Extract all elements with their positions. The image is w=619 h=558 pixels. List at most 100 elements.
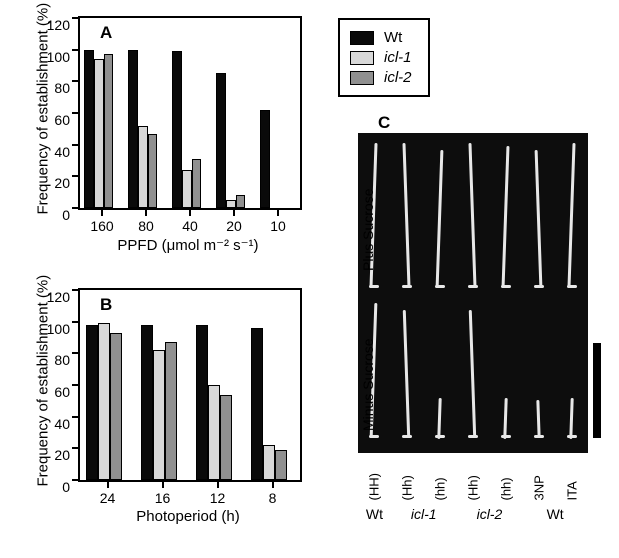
x-tick-label: 16 bbox=[155, 490, 171, 506]
seedling-root bbox=[534, 435, 544, 438]
y-tick-label: 100 bbox=[40, 49, 70, 65]
seedling bbox=[534, 150, 542, 288]
x-tick-mark bbox=[217, 480, 219, 488]
legend-label: icl-1 bbox=[384, 49, 412, 66]
panel-c-col-label: (hh) bbox=[433, 461, 448, 501]
bar-icl1 bbox=[263, 445, 275, 480]
seedling bbox=[536, 400, 540, 438]
bar-Wt bbox=[251, 328, 263, 480]
legend-row: Wt bbox=[350, 29, 412, 46]
x-tick-mark bbox=[162, 480, 164, 488]
y-tick-mark bbox=[72, 416, 80, 418]
seedling bbox=[437, 397, 441, 438]
seedling bbox=[469, 310, 476, 438]
y-tick-mark bbox=[72, 447, 80, 449]
y-tick-mark bbox=[72, 321, 80, 323]
chart-b: Frequency of establishment (%) B 0204060… bbox=[78, 288, 302, 482]
seedling bbox=[403, 310, 410, 438]
bar-icl1 bbox=[182, 170, 192, 208]
y-tick-mark bbox=[72, 17, 80, 19]
y-tick-label: 20 bbox=[40, 175, 70, 191]
bar-Wt bbox=[86, 325, 98, 480]
bar-icl2 bbox=[110, 333, 122, 480]
x-tick-label: 160 bbox=[90, 218, 113, 234]
bar-icl1 bbox=[98, 323, 110, 480]
panel-c-col-label: (HH) bbox=[367, 461, 382, 501]
chart-b-plot-area: B 0204060801001202416128 bbox=[78, 288, 302, 482]
y-tick-label: 80 bbox=[40, 80, 70, 96]
y-tick-label: 100 bbox=[40, 321, 70, 337]
seedling-root bbox=[468, 285, 478, 288]
chart-b-panel-label: B bbox=[100, 295, 112, 315]
y-tick-mark bbox=[72, 384, 80, 386]
legend-swatch bbox=[350, 71, 374, 85]
x-tick-mark bbox=[101, 208, 103, 216]
y-tick-label: 60 bbox=[40, 384, 70, 400]
bar-icl2 bbox=[220, 395, 232, 481]
y-tick-label: 20 bbox=[40, 447, 70, 463]
panel-c-row-minus: Minus Sucrose bbox=[360, 311, 376, 431]
chart-c-panel-label: C bbox=[378, 113, 390, 133]
bar-icl1 bbox=[226, 200, 236, 208]
panel-c-col-label: (hh) bbox=[498, 461, 513, 501]
y-tick-mark bbox=[72, 352, 80, 354]
seedling-root bbox=[501, 285, 511, 288]
seedling-root bbox=[567, 435, 577, 438]
y-tick-label: 40 bbox=[40, 416, 70, 432]
bar-icl2 bbox=[192, 159, 202, 208]
y-tick-mark bbox=[72, 112, 80, 114]
x-tick-label: 10 bbox=[270, 218, 286, 234]
x-tick-label: 8 bbox=[269, 490, 277, 506]
seedling-root bbox=[369, 285, 379, 288]
bar-icl1 bbox=[208, 385, 220, 480]
chart-a-plot-area: A 02040608010012016080402010 bbox=[78, 16, 302, 210]
y-tick-label: 120 bbox=[40, 289, 70, 305]
legend-swatch bbox=[350, 31, 374, 45]
seedling-root bbox=[369, 435, 379, 438]
bar-icl2 bbox=[165, 342, 177, 480]
chart-b-xlabel: Photoperiod (h) bbox=[78, 508, 298, 525]
bar-icl2 bbox=[104, 54, 114, 208]
y-tick-mark bbox=[72, 80, 80, 82]
panel-c-scale-bar bbox=[593, 343, 601, 438]
seedling-root bbox=[435, 285, 445, 288]
x-tick-mark bbox=[277, 208, 279, 216]
y-tick-label: 80 bbox=[40, 352, 70, 368]
y-tick-mark bbox=[72, 144, 80, 146]
bar-Wt bbox=[84, 50, 94, 208]
y-tick-label: 0 bbox=[40, 207, 70, 223]
panel-c-group-label: icl-2 bbox=[457, 506, 523, 522]
y-tick-mark bbox=[72, 479, 80, 481]
panel-c-col-label: (Hh) bbox=[400, 461, 415, 501]
x-tick-label: 12 bbox=[210, 490, 226, 506]
panel-c-row-plus: Plus Sucrose bbox=[360, 151, 376, 271]
panel-c-group-label: icl-1 bbox=[391, 506, 457, 522]
seedling-root bbox=[534, 285, 544, 288]
seedling bbox=[468, 143, 476, 288]
chart-a-xlabel: PPFD (μmol m⁻² s⁻¹) bbox=[78, 236, 298, 254]
seedling bbox=[501, 146, 509, 288]
panel-c-col-label: (Hh) bbox=[466, 461, 481, 501]
seedling-root bbox=[468, 435, 478, 438]
bar-icl2 bbox=[236, 195, 246, 208]
bar-Wt bbox=[260, 110, 270, 208]
seedling-root bbox=[402, 435, 412, 438]
panel-c-col-label: ITA bbox=[564, 461, 579, 501]
seedling bbox=[567, 143, 575, 288]
legend-swatch bbox=[350, 51, 374, 65]
legend-label: Wt bbox=[384, 29, 402, 46]
bar-Wt bbox=[141, 325, 153, 480]
chart-a-panel-label: A bbox=[100, 23, 112, 43]
x-tick-mark bbox=[145, 208, 147, 216]
y-tick-mark bbox=[72, 289, 80, 291]
x-tick-mark bbox=[233, 208, 235, 216]
y-tick-label: 0 bbox=[40, 479, 70, 495]
bar-icl1 bbox=[138, 126, 148, 208]
x-tick-mark bbox=[189, 208, 191, 216]
seedling bbox=[569, 397, 573, 438]
seedling bbox=[436, 150, 444, 288]
bar-Wt bbox=[216, 73, 226, 208]
y-tick-label: 60 bbox=[40, 112, 70, 128]
y-tick-mark bbox=[72, 175, 80, 177]
y-tick-mark bbox=[72, 49, 80, 51]
